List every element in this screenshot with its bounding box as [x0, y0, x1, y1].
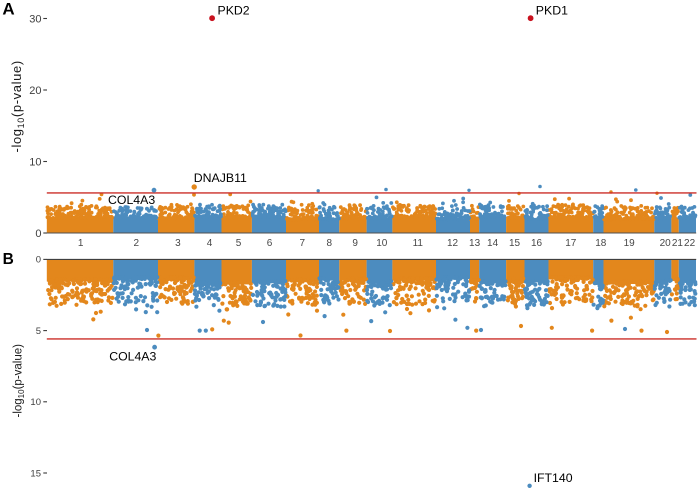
svg-text:15: 15: [30, 468, 41, 479]
svg-text:22: 22: [684, 238, 696, 249]
svg-text:6: 6: [267, 238, 273, 249]
svg-text:COL4A3: COL4A3: [108, 193, 155, 207]
svg-text:19: 19: [624, 238, 636, 249]
svg-text:IFT140: IFT140: [534, 471, 573, 485]
svg-text:PKD1: PKD1: [536, 4, 568, 18]
svg-text:9: 9: [352, 238, 358, 249]
svg-text:1: 1: [78, 238, 84, 249]
svg-text:5: 5: [236, 238, 242, 249]
svg-text:12: 12: [447, 238, 459, 249]
svg-text:8: 8: [327, 238, 333, 249]
svg-text:21: 21: [672, 238, 684, 249]
svg-text:10: 10: [29, 157, 41, 169]
svg-text:11: 11: [413, 238, 424, 249]
svg-text:A: A: [2, 0, 14, 19]
svg-text:PKD2: PKD2: [218, 4, 250, 18]
svg-text:20: 20: [29, 85, 41, 97]
svg-text:18: 18: [595, 238, 607, 249]
svg-text:17: 17: [565, 238, 577, 249]
svg-text:-log10(p-value): -log10(p-value): [13, 344, 27, 418]
svg-text:0: 0: [36, 255, 41, 266]
svg-text:3: 3: [175, 238, 181, 249]
svg-text:2: 2: [134, 238, 140, 249]
svg-text:-log10(p-value): -log10(p-value): [9, 60, 26, 152]
svg-text:4: 4: [207, 238, 213, 249]
svg-text:30: 30: [29, 14, 41, 26]
svg-text:COL4A3: COL4A3: [109, 349, 156, 363]
svg-text:10: 10: [376, 238, 388, 249]
svg-text:DNAJB11: DNAJB11: [194, 171, 247, 185]
svg-text:10: 10: [30, 397, 41, 408]
svg-text:7: 7: [300, 238, 306, 249]
svg-text:20: 20: [660, 238, 672, 249]
svg-text:16: 16: [531, 238, 543, 249]
svg-text:13: 13: [469, 238, 481, 249]
svg-text:B: B: [3, 251, 14, 268]
svg-text:5: 5: [36, 326, 41, 337]
svg-text:0: 0: [35, 228, 41, 240]
svg-text:14: 14: [487, 238, 499, 249]
svg-text:15: 15: [509, 238, 521, 249]
